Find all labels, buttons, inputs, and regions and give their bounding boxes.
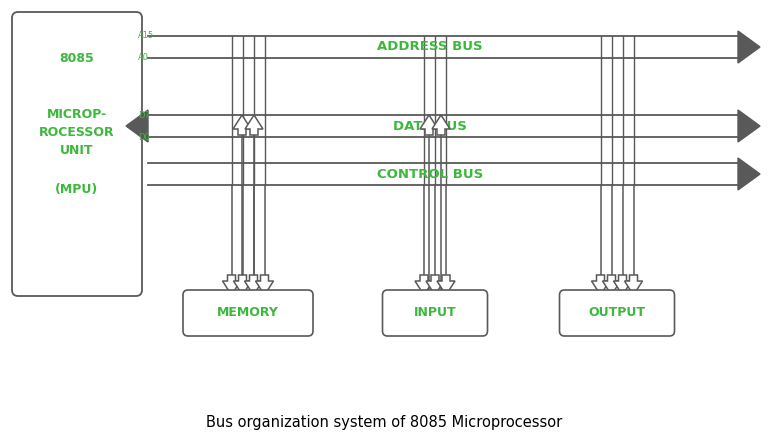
Text: D7: D7 [138, 111, 150, 120]
Text: ROCESSOR: ROCESSOR [39, 127, 114, 140]
Polygon shape [420, 115, 438, 135]
Polygon shape [591, 275, 610, 295]
Polygon shape [738, 110, 760, 142]
Polygon shape [738, 31, 760, 63]
Polygon shape [245, 115, 263, 135]
Text: INPUT: INPUT [414, 306, 456, 320]
Polygon shape [233, 275, 251, 295]
Polygon shape [624, 275, 643, 295]
FancyBboxPatch shape [560, 290, 674, 336]
Polygon shape [223, 275, 240, 295]
Polygon shape [738, 158, 760, 190]
FancyBboxPatch shape [382, 290, 488, 336]
Text: (MPU): (MPU) [55, 184, 98, 197]
Text: 8085: 8085 [60, 51, 94, 64]
Text: A15: A15 [138, 32, 154, 41]
Text: Bus organization system of 8085 Microprocessor: Bus organization system of 8085 Micropro… [206, 414, 562, 429]
FancyBboxPatch shape [183, 290, 313, 336]
Text: A0: A0 [138, 54, 149, 63]
Polygon shape [256, 275, 273, 295]
Text: OUTPUT: OUTPUT [588, 306, 645, 320]
Text: MEMORY: MEMORY [217, 306, 279, 320]
Polygon shape [126, 110, 148, 142]
Polygon shape [415, 275, 433, 295]
FancyBboxPatch shape [12, 12, 142, 296]
Text: ADDRESS BUS: ADDRESS BUS [377, 41, 483, 54]
Polygon shape [244, 275, 263, 295]
Text: MICROP-: MICROP- [47, 108, 107, 121]
Text: UNIT: UNIT [60, 144, 94, 158]
Polygon shape [437, 275, 455, 295]
Text: CONTROL BUS: CONTROL BUS [377, 168, 483, 181]
Polygon shape [233, 115, 251, 135]
Polygon shape [426, 275, 444, 295]
Polygon shape [432, 115, 450, 135]
Polygon shape [614, 275, 631, 295]
Text: D0: D0 [138, 133, 150, 142]
Text: DATA BUS: DATA BUS [393, 120, 467, 133]
Polygon shape [603, 275, 621, 295]
